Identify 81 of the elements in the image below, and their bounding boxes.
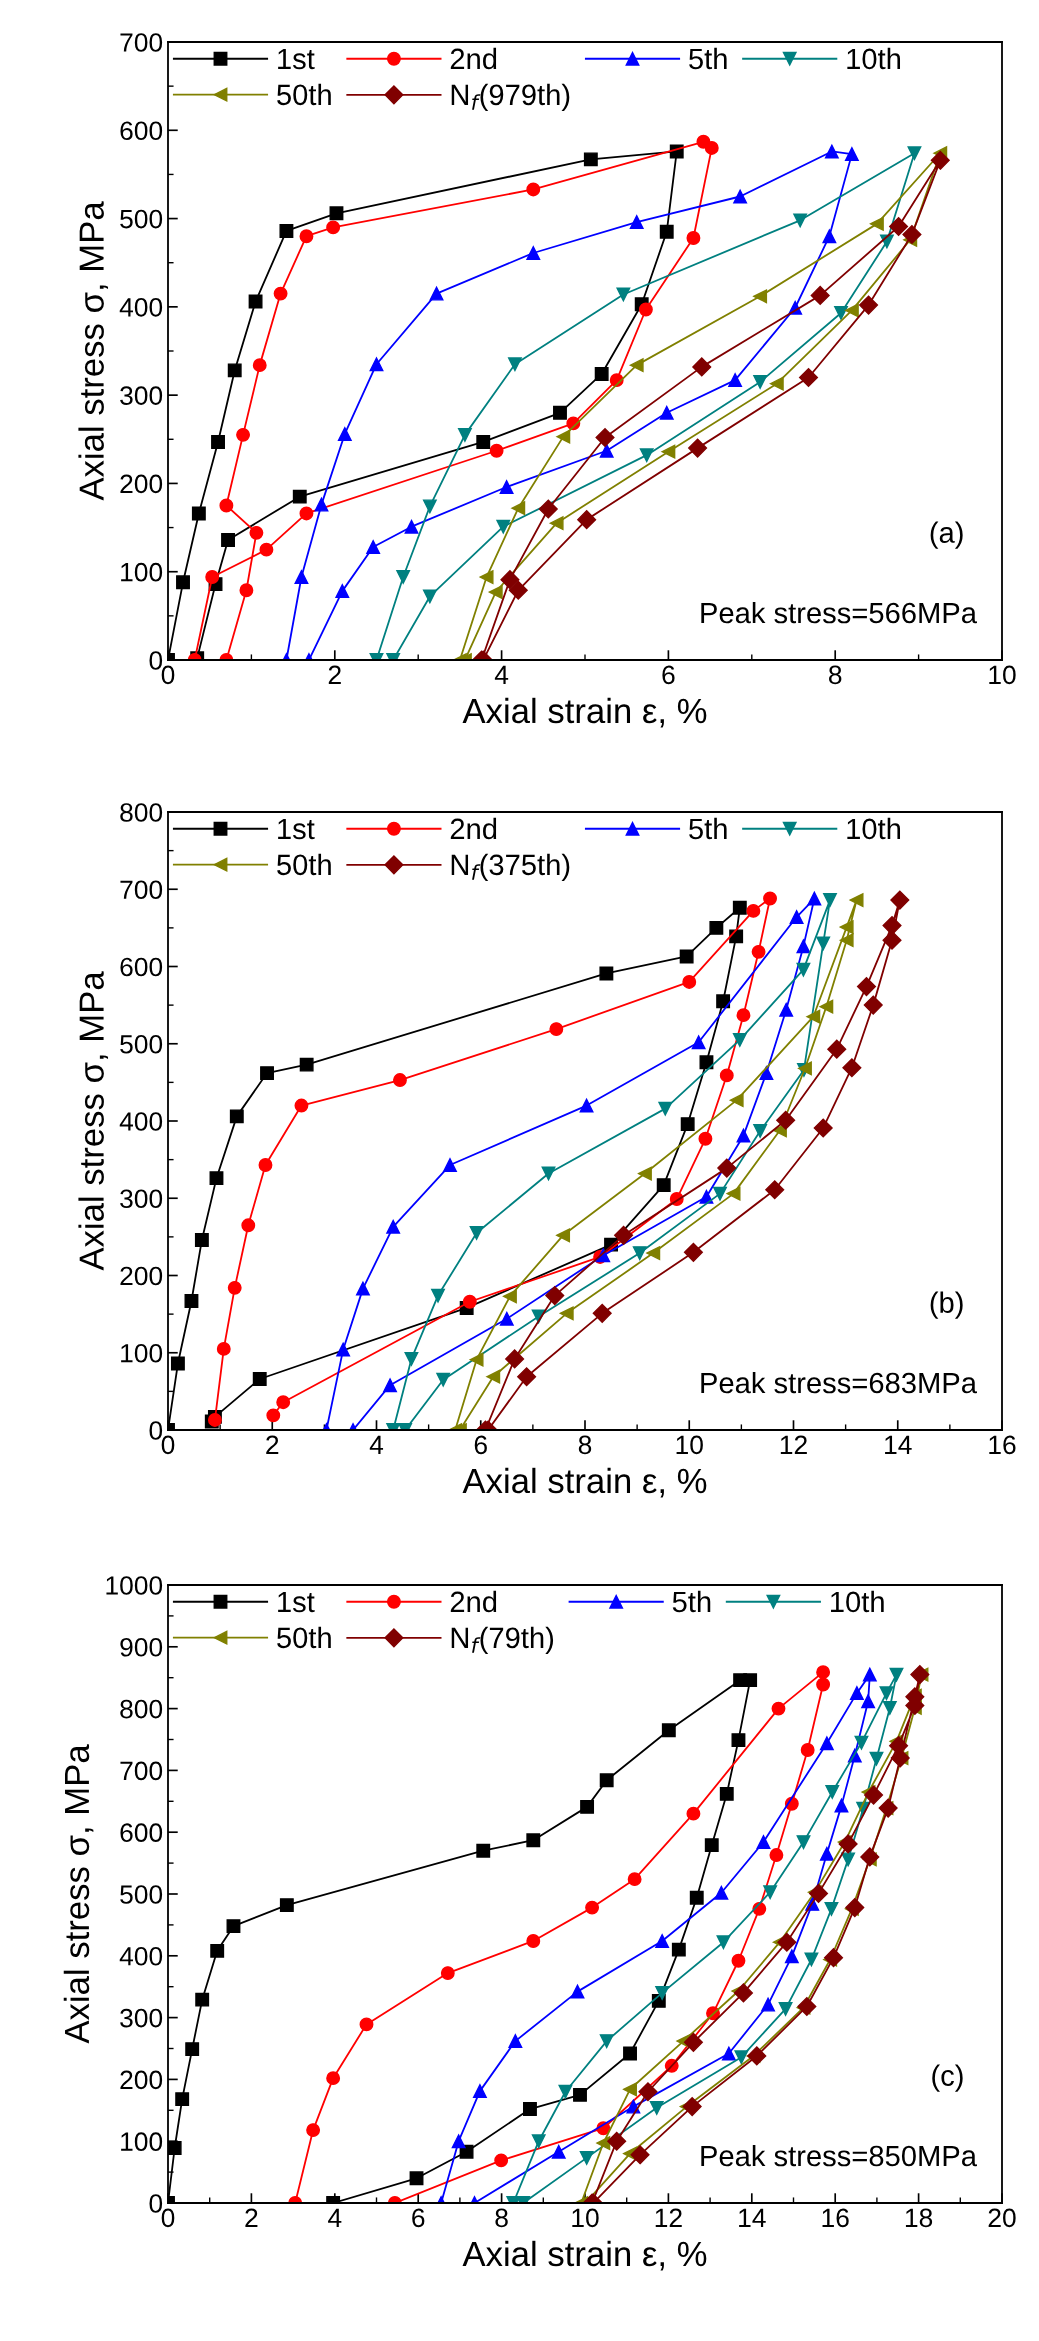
x-axis-title: Axial strain ε, % — [462, 2240, 707, 2271]
x-tick-label: 8 — [495, 2208, 508, 2228]
x-tick-label: 2 — [266, 1435, 279, 1454]
y-tick-label: 0 — [149, 2194, 163, 2213]
y-tick-label: 500 — [120, 1885, 163, 1904]
y-axis-title: Axial stress σ, MPa — [78, 971, 109, 1271]
y-tick-label: 0 — [149, 1421, 163, 1440]
legend-label: N$_{f}$(79th) — [451, 1626, 554, 1654]
x-tick-label: 6 — [412, 2208, 425, 2228]
y-tick-label: 100 — [121, 1343, 163, 1363]
x-tick-label: 4 — [328, 2208, 342, 2227]
y-tick-label: 400 — [119, 1946, 163, 1966]
x-tick-label: 4 — [369, 1435, 384, 1454]
annotation: (b) — [930, 1291, 963, 1319]
legend-label: 5th — [689, 817, 727, 840]
x-tick-label: 12 — [780, 1435, 807, 1454]
legend-label: 2nd — [450, 47, 497, 70]
legend-label: 1st — [278, 48, 315, 70]
y-tick-label: 400 — [119, 1112, 163, 1131]
x-tick-label: 12 — [655, 2208, 682, 2227]
y-tick-label: 800 — [120, 803, 163, 822]
x-tick-label: 4 — [494, 665, 509, 684]
x-tick-label: 6 — [474, 1435, 487, 1455]
legend-label: N$_{f}$(979th) — [451, 83, 570, 111]
y-tick-label: 1000 — [106, 1576, 163, 1595]
y-tick-label: 800 — [120, 1699, 163, 1719]
y-tick-label: 300 — [120, 386, 163, 405]
legend-label: 50th — [277, 1626, 331, 1649]
x-tick-label: 18 — [905, 2208, 933, 2228]
legend-label: 1st — [278, 1591, 315, 1613]
y-tick-label: 900 — [120, 1637, 163, 1657]
x-axis-title: Axial strain ε, % — [462, 697, 707, 728]
y-tick-label: 400 — [119, 297, 163, 317]
annotation: (a) — [930, 521, 963, 549]
legend-label: 2nd — [450, 817, 497, 840]
y-axis-title: Axial stress σ, MPa — [63, 1744, 94, 2044]
x-tick-label: 14 — [885, 1435, 912, 1454]
y-tick-label: 700 — [120, 880, 163, 900]
y-tick-label: 100 — [121, 562, 163, 582]
legend-label: 5th — [672, 1590, 711, 1613]
x-tick-label: 16 — [822, 2208, 849, 2228]
y-tick-label: 600 — [120, 121, 163, 141]
y-tick-label: 200 — [120, 2070, 163, 2090]
annotation: Peak stress=683MPa — [701, 1371, 977, 1394]
y-tick-label: 500 — [120, 1034, 163, 1054]
y-tick-label: 200 — [120, 1266, 163, 1286]
y-tick-label: 600 — [120, 1823, 163, 1843]
y-tick-label: 500 — [120, 209, 163, 229]
y-tick-label: 200 — [120, 474, 163, 494]
legend-label: 10th — [831, 1590, 884, 1613]
legend-label: 10th — [847, 47, 901, 70]
x-tick-label: 16 — [989, 1435, 1016, 1455]
x-tick-label: 8 — [829, 665, 842, 685]
x-tick-label: 20 — [988, 2208, 1016, 2228]
x-tick-label: 10 — [989, 665, 1016, 685]
y-tick-label: 700 — [120, 33, 163, 52]
legend-label: 10th — [847, 817, 901, 840]
legend-label: N$_{f}$(375th) — [451, 853, 570, 881]
x-tick-label: 6 — [662, 665, 675, 685]
y-tick-label: 300 — [120, 2008, 163, 2028]
y-tick-label: 100 — [121, 2132, 163, 2152]
y-tick-label: 300 — [120, 1189, 163, 1209]
x-tick-label: 14 — [739, 2208, 766, 2227]
legend-label: 50th — [277, 853, 331, 876]
legend-label: 50th — [277, 83, 331, 106]
legend-label: 5th — [689, 47, 727, 70]
x-tick-label: 2 — [245, 2208, 258, 2227]
annotation: (c) — [932, 2064, 963, 2092]
y-tick-label: 0 — [149, 651, 163, 670]
x-tick-label: 8 — [578, 1435, 592, 1455]
legend-label: 1st — [278, 818, 315, 840]
y-tick-label: 700 — [120, 1761, 163, 1781]
y-tick-label: 600 — [120, 957, 163, 977]
annotation: Peak stress=850MPa — [701, 2144, 977, 2167]
x-tick-label: 10 — [676, 1435, 703, 1455]
annotation: Peak stress=566MPa — [701, 601, 977, 624]
legend-label: 2nd — [450, 1590, 497, 1613]
x-axis-title: Axial strain ε, % — [462, 1467, 707, 1498]
x-tick-label: 2 — [328, 665, 341, 684]
y-axis-title: Axial stress σ, MPa — [78, 201, 109, 501]
x-tick-label: 10 — [572, 2208, 599, 2228]
